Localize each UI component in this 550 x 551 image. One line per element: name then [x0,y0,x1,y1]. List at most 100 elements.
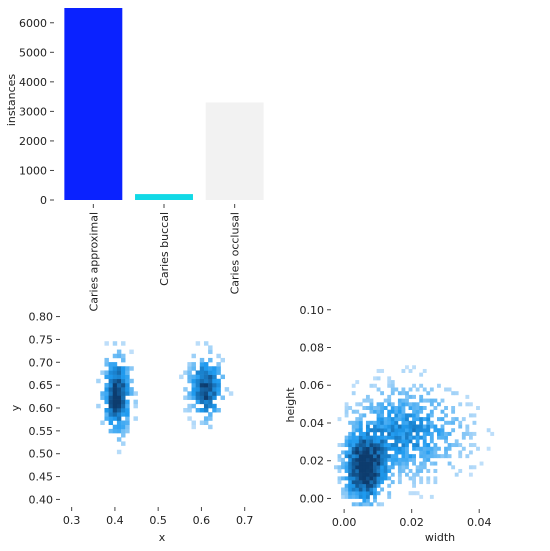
wh-heatmap-cell [401,465,406,470]
xy-heatmap-cell [116,370,122,375]
wh-heatmap-cell [394,409,399,414]
wh-heatmap-cell [451,417,456,422]
wh-heatmap-cell [405,394,409,399]
wh-heatmap-cell [419,465,424,470]
xy-heatmap-cell [108,408,114,413]
wh-heatmap-cell [358,457,363,462]
wh-heatmap-cell [358,443,363,448]
wh-heatmap-cell [383,428,388,433]
xy-heatmap-cell [216,378,221,384]
wh-heatmap-cell [426,454,431,459]
bar-2 [205,102,264,200]
wh-heatmap-cell [458,420,463,425]
xy-heatmap-cell [112,370,118,375]
bar-y-tick-label: 4000 [19,76,47,89]
xy-heatmap-cell [104,382,109,388]
wh-y-ticks: 0.00 0.02 0.04 0.06 0.08 0.10 [300,304,331,505]
wh-heatmap-cell [351,454,356,459]
wh-heatmap-cell [383,443,388,448]
wh-heatmap-cell [355,420,360,425]
wh-heatmap-cell [387,413,392,418]
wh-heatmap-cell [412,409,416,414]
wh-heatmap-cell [405,413,409,418]
wh-y-tick-label: 0.00 [300,492,325,505]
wh-heatmap-cell [415,413,420,418]
wh-heatmap-cell [344,413,349,418]
xy-heatmap-cell [212,382,217,388]
wh-heatmap-cell [401,409,406,414]
wh-heatmap-cell [365,502,370,507]
wh-heatmap-cell [408,424,413,429]
xy-heatmap-cell [129,349,134,355]
wh-heatmap-cell [380,431,385,436]
xy-heatmap-cell [108,428,114,434]
xy-heatmap-cell [220,374,225,380]
wh-heatmap-cell [362,483,367,488]
xy-heatmap-cell [199,374,205,380]
wh-heatmap-cell [362,431,367,436]
wh-heatmap-cell [419,435,424,440]
wh-heatmap-cell [461,435,466,440]
xy-heatmap-cell [187,408,192,413]
xy-heatmap-cell [191,424,196,430]
wh-heatmap-cell [451,420,456,425]
wh-heatmap-cell [465,454,470,459]
xy-heatmap-cell [116,382,122,388]
wh-heatmap-cell [405,424,409,429]
wh-heatmap-cell [362,476,367,481]
xy-heatmap-cell [116,428,122,434]
xy-heatmap-cell [112,366,118,371]
xy-heatmap-cell [112,387,118,392]
wh-heatmap-cell [355,417,360,422]
wh-heatmap-cell [387,465,392,470]
wh-heatmap-cell [355,450,360,455]
wh-heatmap-cell [472,420,477,425]
wh-heatmap-cell [355,491,360,496]
wh-heatmap-cell [383,406,388,411]
wh-heatmap-cell [373,480,377,485]
wh-heatmap-cell [405,402,409,407]
wh-heatmap-cell [387,417,392,422]
wh-heatmap-cell [373,428,377,433]
wh-heatmap-cell [401,428,406,433]
wh-heatmap-cell [405,431,409,436]
wh-heatmap-cell [454,391,459,396]
wh-heatmap-cell [408,431,413,436]
xy-heatmap-cell [112,403,118,409]
xy-heatmap-cell [187,366,192,371]
wh-heatmap-cell [362,413,367,418]
wh-heatmap-cell [426,450,431,455]
wh-heatmap-cell [390,480,395,485]
xy-heatmap-cell [112,382,118,388]
xy-heatmap-cell [216,366,221,371]
wh-heatmap-cell [387,398,392,403]
wh-heatmap-cell [440,431,445,436]
xy-heatmap-cell [191,403,196,409]
wh-heatmap-cell [405,435,409,440]
wh-heatmap-cell [394,461,399,466]
wh-heatmap-cell [451,428,456,433]
wh-heatmap-cell [444,413,448,418]
wh-heatmap-cell [426,457,431,462]
xy-heatmap-cell [108,403,114,409]
wh-heatmap-cell [376,491,381,496]
wh-heatmap-cell [433,428,438,433]
wh-heatmap-cell [387,380,392,385]
xy-heatmap-cell [108,395,114,400]
wh-heatmap-cell [344,439,349,444]
wh-heatmap-cell [390,380,395,385]
wh-heatmap-cell [408,468,413,473]
xy-heatmap-cell [116,437,122,442]
xy-heatmap-cell [112,416,118,421]
xy-heatmap-cell [208,412,213,417]
bar-x-tick-label: Caries buccal [158,212,171,286]
wh-heatmap-cell [437,431,441,436]
wh-heatmap-cell [472,413,477,418]
wh-heatmap-cell [447,420,452,425]
xy-heatmap-cell [125,403,130,409]
wh-heatmap-cell [348,476,353,481]
wh-heatmap-cell [451,391,456,396]
wh-heatmap-cell [426,431,431,436]
wh-heatmap-cell [334,465,338,470]
xy-heatmap-cell [208,378,213,384]
